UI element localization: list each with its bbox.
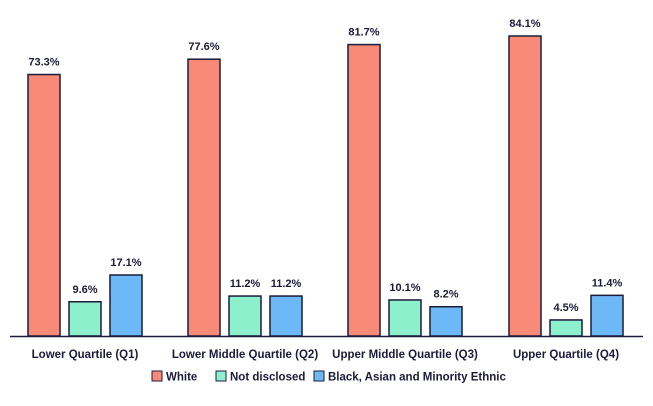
value-label-not-disclosed-q4: 4.5% bbox=[553, 302, 578, 314]
bar-white-q2 bbox=[187, 58, 221, 337]
value-label-black-asian-and-minority-ethnic-q1: 17.1% bbox=[110, 257, 141, 269]
category-label-q1: Lower Quartile (Q1) bbox=[32, 349, 139, 361]
legend-swatch-black-asian-and-minority-ethnic bbox=[313, 370, 325, 382]
legend-label-white: White bbox=[166, 372, 197, 384]
bar-not-disclosed-q4 bbox=[549, 319, 583, 337]
bars-layer bbox=[27, 35, 624, 337]
value-label-white-q1: 73.3% bbox=[28, 57, 59, 69]
legend-item-not-disclosed: Not disclosed bbox=[215, 370, 305, 384]
value-label-not-disclosed-q1: 9.6% bbox=[72, 284, 97, 296]
value-labels-layer: 73.3% 9.6% 17.1% 77.6% 11.2% 11.2% 81.7% 10.1% 8… bbox=[28, 18, 622, 314]
value-label-not-disclosed-q3: 10.1% bbox=[389, 282, 420, 294]
bar-white-q4 bbox=[508, 35, 542, 337]
legend-item-black-asian-and-minority-ethnic: Black, Asian and Minority Ethnic bbox=[313, 370, 506, 384]
value-label-black-asian-and-minority-ethnic-q2: 11.2% bbox=[271, 278, 302, 290]
bar-not-disclosed-q1 bbox=[68, 301, 102, 337]
category-label-q2: Lower Middle Quartile (Q2) bbox=[172, 349, 318, 361]
legend-swatch-not-disclosed bbox=[215, 370, 227, 382]
category-label-q3: Upper Middle Quartile (Q3) bbox=[332, 349, 478, 361]
value-label-black-asian-and-minority-ethnic-q4: 11.4% bbox=[592, 277, 623, 289]
bar-white-q1 bbox=[27, 73, 61, 337]
value-label-black-asian-and-minority-ethnic-q3: 8.2% bbox=[433, 289, 458, 301]
bar-black-asian-and-minority-ethnic-q3 bbox=[429, 305, 463, 337]
bar-black-asian-and-minority-ethnic-q2 bbox=[269, 295, 303, 337]
bar-not-disclosed-q3 bbox=[388, 299, 422, 337]
bar-black-asian-and-minority-ethnic-q1 bbox=[109, 274, 143, 337]
legend-swatch-white bbox=[151, 370, 163, 382]
bar-white-q3 bbox=[347, 43, 381, 337]
bar-black-asian-and-minority-ethnic-q4 bbox=[590, 294, 624, 337]
category-label-q4: Upper Quartile (Q4) bbox=[513, 349, 619, 361]
value-label-not-disclosed-q2: 11.2% bbox=[230, 278, 261, 290]
category-labels-layer: Lower Quartile (Q1) Lower Middle Quartile… bbox=[32, 349, 620, 361]
legend-label-black-asian-and-minority-ethnic: Black, Asian and Minority Ethnic bbox=[328, 372, 506, 384]
bar-not-disclosed-q2 bbox=[228, 295, 262, 337]
value-label-white-q2: 77.6% bbox=[188, 41, 219, 53]
legend: White Not disclosed Black, Asian and Minor… bbox=[151, 370, 506, 384]
legend-label-not-disclosed: Not disclosed bbox=[230, 372, 305, 384]
legend-item-white: White bbox=[151, 370, 197, 384]
value-label-white-q4: 84.1% bbox=[509, 18, 540, 30]
value-label-white-q3: 81.7% bbox=[348, 27, 379, 39]
